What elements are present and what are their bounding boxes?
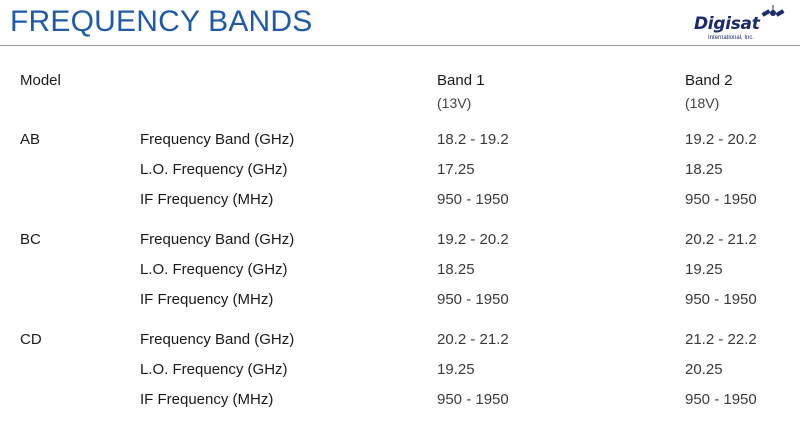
param-label: Frequency Band (GHz) [140, 131, 295, 148]
header-band2-sub: (18V) [685, 95, 720, 111]
header-band1-sub: (13V) [437, 95, 472, 111]
band2-value: 950 - 1950 [685, 191, 757, 208]
band1-value: 20.2 - 21.2 [437, 331, 509, 348]
band1-value: 950 - 1950 [437, 391, 509, 408]
logo-subtitle: International, Inc. [708, 35, 755, 41]
param-label: IF Frequency (MHz) [140, 191, 274, 208]
param-label: L.O. Frequency (GHz) [140, 361, 288, 378]
param-label: L.O. Frequency (GHz) [140, 261, 288, 278]
band1-value: 18.2 - 19.2 [437, 131, 509, 148]
param-label: Frequency Band (GHz) [140, 231, 295, 248]
model-label: AB [20, 131, 41, 148]
band2-value: 19.25 [685, 261, 723, 278]
band1-value: 950 - 1950 [437, 191, 509, 208]
model-label: CD [20, 331, 42, 348]
param-label: IF Frequency (MHz) [140, 391, 274, 408]
band1-value: 17.25 [437, 161, 475, 178]
header-band2: Band 2 [685, 72, 733, 89]
band2-value: 950 - 1950 [685, 391, 757, 408]
param-label: L.O. Frequency (GHz) [140, 161, 288, 178]
logo-word: Digisat [694, 14, 760, 34]
band1-value: 19.2 - 20.2 [437, 231, 509, 248]
band2-value: 18.25 [685, 161, 723, 178]
logo: Digisat International, Inc. [688, 3, 798, 45]
band1-value: 18.25 [437, 261, 475, 278]
band2-value: 19.2 - 20.2 [685, 131, 757, 148]
band1-value: 19.25 [437, 361, 475, 378]
band2-value: 21.2 - 22.2 [685, 331, 757, 348]
model-label: BC [20, 231, 41, 248]
band2-value: 950 - 1950 [685, 291, 757, 308]
header-model: Model [20, 72, 61, 89]
header-band1: Band 1 [437, 72, 485, 89]
band2-value: 20.25 [685, 361, 723, 378]
satellite-icon [761, 5, 785, 17]
title-rule [0, 45, 800, 46]
page-title: FREQUENCY BANDS [10, 5, 313, 38]
band2-value: 20.2 - 21.2 [685, 231, 757, 248]
band1-value: 950 - 1950 [437, 291, 509, 308]
param-label: Frequency Band (GHz) [140, 331, 295, 348]
param-label: IF Frequency (MHz) [140, 291, 274, 308]
